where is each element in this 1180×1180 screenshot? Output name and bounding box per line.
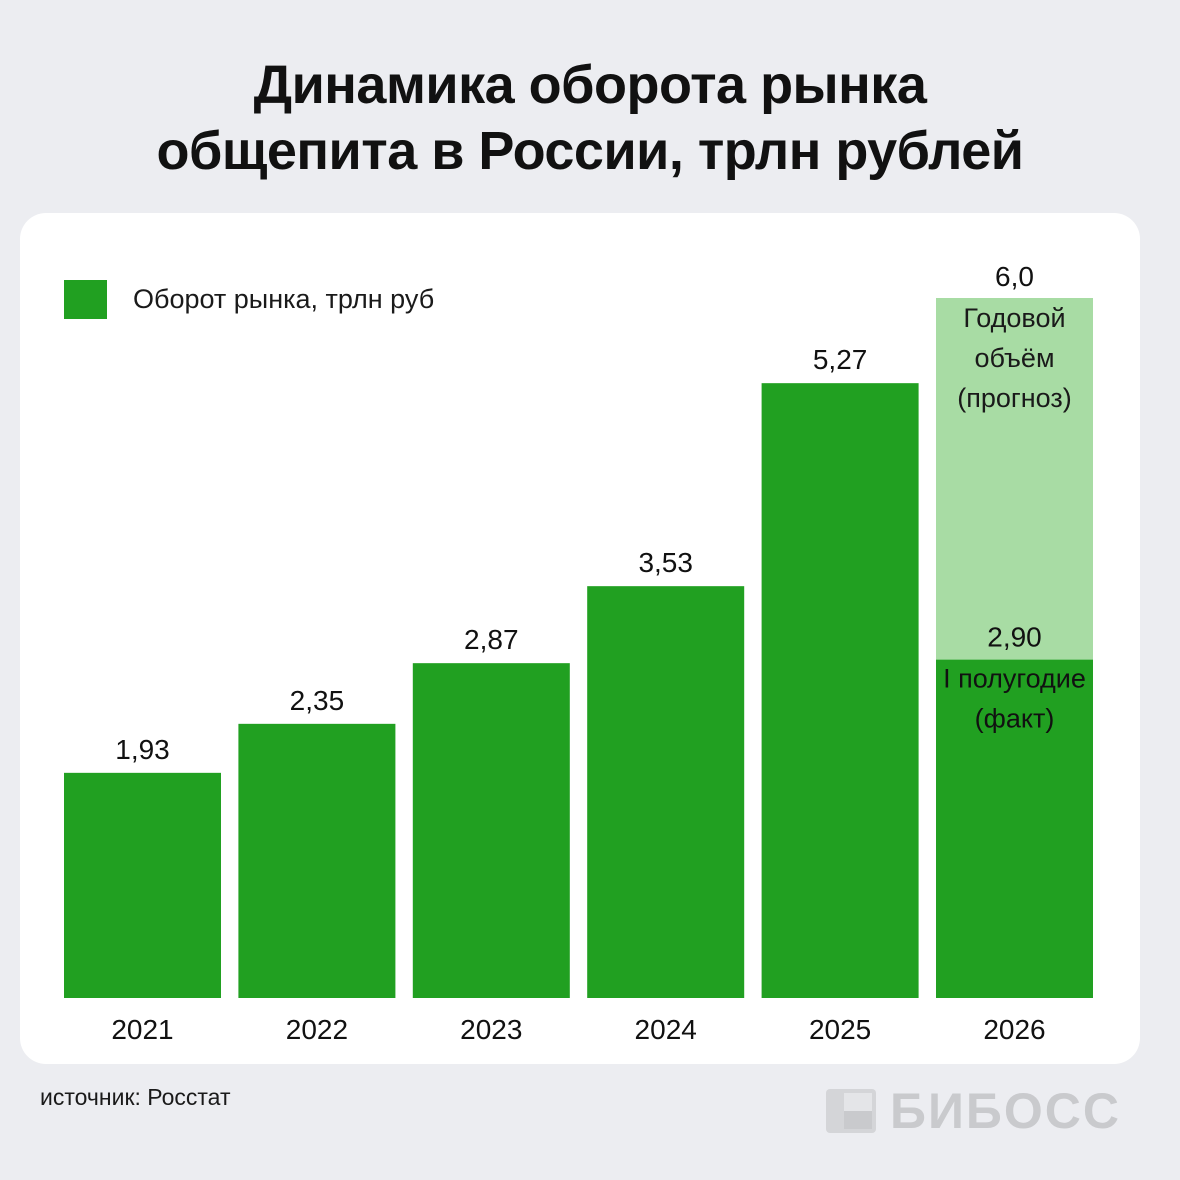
legend-label: Оборот рынка, трлн руб <box>133 283 435 314</box>
forecast-value-label: 6,0 <box>995 261 1034 292</box>
bar-value-label: 2,35 <box>290 685 345 716</box>
brand-logo: БИБОСС <box>826 1086 1121 1136</box>
bar-value-label: 1,93 <box>115 734 170 765</box>
bar-2025 <box>761 383 919 999</box>
bar-2021 <box>64 772 221 998</box>
title-line-2: общепита в России, трлн рублей <box>156 121 1024 181</box>
bar-value-label: 5,27 <box>813 344 868 375</box>
x-tick-label: 2023 <box>460 1014 522 1045</box>
bar-value-label: 2,87 <box>464 624 519 655</box>
forecast-annotation-line: объём <box>974 343 1054 373</box>
bar-2026 <box>936 659 1093 998</box>
forecast-annotation-line: (прогноз) <box>957 383 1072 413</box>
bar-value-label: 2,90 <box>987 622 1042 653</box>
forecast-annotation-line: Годовой <box>963 303 1065 333</box>
source-note: источник: Росстат <box>40 1084 231 1110</box>
logo-text: БИБОСС <box>890 1083 1121 1139</box>
x-tick-label: 2024 <box>635 1014 697 1045</box>
x-tick-label: 2021 <box>111 1014 173 1045</box>
x-tick-label: 2026 <box>983 1014 1045 1045</box>
actual-annotation-line: I полугодие <box>943 664 1086 694</box>
x-tick-label: 2022 <box>286 1014 348 1045</box>
bar-2023 <box>412 663 570 998</box>
x-tick-label: 2025 <box>809 1014 871 1045</box>
logo-mark-icon <box>826 1089 876 1133</box>
bar-2022 <box>238 723 396 998</box>
bar-2024 <box>587 586 745 998</box>
legend-swatch <box>64 279 107 319</box>
actual-annotation-line: (факт) <box>975 704 1055 734</box>
chart-title: Динамика оборота рынка общепита в России… <box>0 52 1180 184</box>
bar-value-label: 3,53 <box>638 547 693 578</box>
legend: Оборот рынка, трлн руб <box>64 279 434 319</box>
title-line-1: Динамика оборота рынка <box>253 55 927 115</box>
